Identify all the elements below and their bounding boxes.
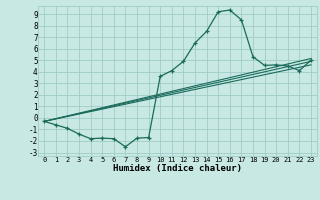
X-axis label: Humidex (Indice chaleur): Humidex (Indice chaleur): [113, 164, 242, 173]
